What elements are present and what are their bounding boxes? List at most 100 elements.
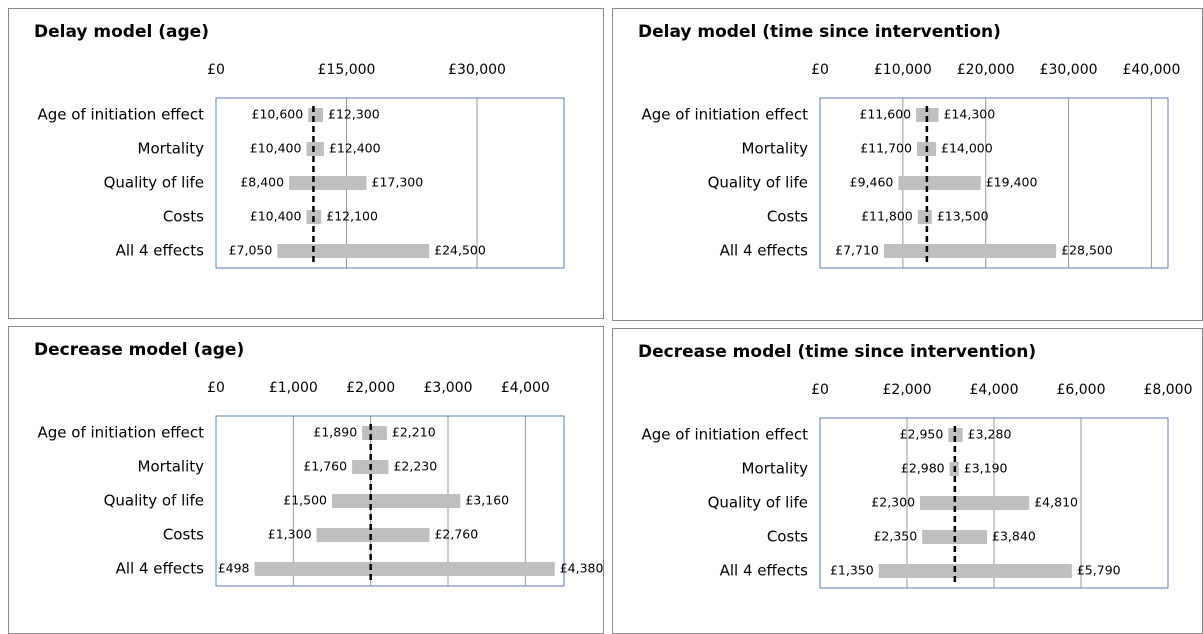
category-label: Age of initiation effect <box>641 426 808 444</box>
x-tick-label: £2,000 <box>346 380 395 396</box>
bar-high <box>926 244 1057 258</box>
x-tick-label: £1,000 <box>269 380 318 396</box>
bar-high <box>926 210 932 224</box>
category-label: Quality of life <box>104 492 204 510</box>
bar-low <box>949 462 955 476</box>
bar-high <box>370 562 555 576</box>
bar-low <box>917 210 927 224</box>
bar-high <box>926 142 936 156</box>
value-label: £11,800 <box>861 209 913 224</box>
bar-high <box>954 496 1030 510</box>
value-label: £10,400 <box>250 141 302 156</box>
x-tick-label: £0 <box>811 382 829 398</box>
bar-high <box>370 528 430 542</box>
x-tick-label: £40,000 <box>1122 62 1180 78</box>
value-label: £17,300 <box>372 175 424 190</box>
category-label: Age of initiation effect <box>37 424 204 442</box>
category-label: Age of initiation effect <box>37 106 204 124</box>
bar-high <box>313 142 324 156</box>
x-tick-label: £30,000 <box>1040 62 1098 78</box>
chart-title: Delay model (age) <box>34 22 209 42</box>
value-label: £2,950 <box>900 427 944 442</box>
bar-low <box>308 108 314 122</box>
value-label: £11,700 <box>860 141 912 156</box>
value-label: £7,050 <box>229 243 273 258</box>
plot-box <box>215 97 565 269</box>
bar-high <box>954 428 963 442</box>
value-label: £19,400 <box>986 175 1038 190</box>
category-label: Quality of life <box>708 174 808 192</box>
value-label: £5,790 <box>1077 563 1121 578</box>
value-label: £2,210 <box>392 425 436 440</box>
plot-box <box>819 97 1169 269</box>
bar-low <box>916 142 927 156</box>
value-label: £12,300 <box>328 107 380 122</box>
panel-frame <box>8 8 604 319</box>
value-label: £1,500 <box>283 493 327 508</box>
bar-high <box>954 462 959 476</box>
category-label: Quality of life <box>708 494 808 512</box>
panel-frame <box>8 326 604 634</box>
panel-frame <box>612 8 1203 321</box>
bar-low <box>254 562 371 576</box>
category-label: Mortality <box>742 460 809 478</box>
bar-high <box>926 176 981 190</box>
chart-panel: Delay model (age) £0 £15,000 £30,000 Age of … <box>34 22 565 269</box>
category-label: Mortality <box>138 140 205 158</box>
value-label: £2,350 <box>873 529 917 544</box>
bar-low <box>289 176 314 190</box>
category-label: Costs <box>767 528 808 546</box>
bar-low <box>352 460 371 474</box>
x-tick-label: £8,000 <box>1144 382 1193 398</box>
value-label: £498 <box>218 561 250 576</box>
bar-high <box>954 530 988 544</box>
value-label: £14,300 <box>943 107 995 122</box>
category-label: All 4 effects <box>116 560 205 578</box>
bar-low <box>898 176 927 190</box>
value-label: £2,760 <box>434 527 478 542</box>
value-label: £2,300 <box>871 495 915 510</box>
bar-low <box>277 244 314 258</box>
bar-low <box>922 530 955 544</box>
bar-high <box>313 108 324 122</box>
x-tick-label: £10,000 <box>874 62 932 78</box>
bar-high <box>313 176 367 190</box>
value-label: £3,840 <box>992 529 1036 544</box>
x-tick-label: £0 <box>207 380 225 396</box>
value-label: £11,600 <box>859 107 911 122</box>
chart-title: Decrease model (time since intervention) <box>638 342 1036 362</box>
value-label: £7,710 <box>835 243 879 258</box>
value-label: £3,160 <box>465 493 509 508</box>
category-label: Costs <box>163 208 204 226</box>
chart-panel: Decrease model (time since intervention)… <box>638 342 1193 589</box>
value-label: £8,400 <box>240 175 284 190</box>
category-label: Mortality <box>742 140 809 158</box>
bar-low <box>332 494 371 508</box>
bar-low <box>316 528 371 542</box>
bar-low <box>920 496 955 510</box>
bar-high <box>370 494 461 508</box>
bar-high <box>926 108 939 122</box>
category-label: Costs <box>767 208 808 226</box>
x-tick-label: £2,000 <box>883 382 932 398</box>
bar-high <box>313 244 430 258</box>
category-label: Quality of life <box>104 174 204 192</box>
x-tick-label: £20,000 <box>957 62 1015 78</box>
category-label: Age of initiation effect <box>641 106 808 124</box>
value-label: £2,230 <box>393 459 437 474</box>
x-tick-label: £3,000 <box>424 380 473 396</box>
x-tick-label: £30,000 <box>448 62 506 78</box>
value-label: £14,000 <box>941 141 993 156</box>
plot-box <box>215 415 565 587</box>
x-tick-label: £4,000 <box>501 380 550 396</box>
category-label: All 4 effects <box>116 242 205 260</box>
value-label: £24,500 <box>434 243 486 258</box>
bar-high <box>313 210 322 224</box>
bar-high <box>954 564 1072 578</box>
value-label: £12,400 <box>329 141 381 156</box>
x-tick-label: £0 <box>207 62 225 78</box>
bar-low <box>883 244 927 258</box>
value-label: £3,190 <box>964 461 1008 476</box>
value-label: £4,380 <box>560 561 604 576</box>
